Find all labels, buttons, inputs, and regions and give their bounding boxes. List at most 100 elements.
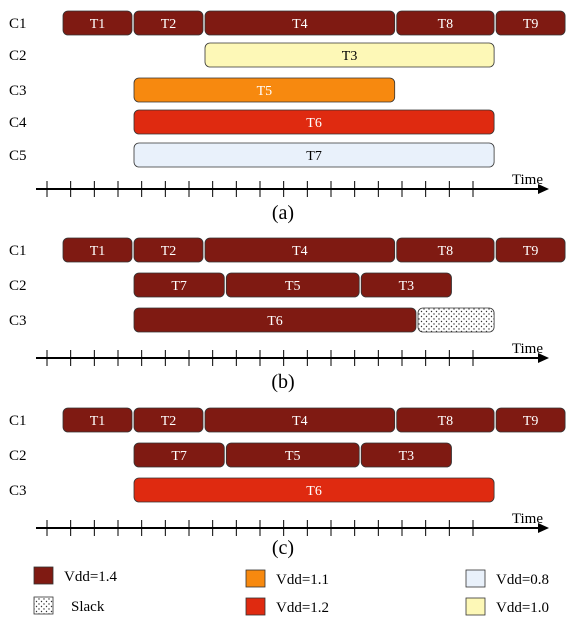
task-bar: T8: [396, 407, 495, 433]
task-label: T7: [171, 449, 187, 464]
legend-swatch: [33, 596, 54, 615]
panel-0: C1 T1 T2 T4 T8 T9 C2 T3 C3 T5 C4 T6 C5 T7 Time (a): [9, 10, 566, 224]
task-bar-rect: [396, 407, 495, 433]
legend-item-vdd-1-4: Vdd=1.4: [33, 566, 118, 585]
panels: C1 T1 T2 T4 T8 T9 C2 T3 C3 T5 C4 T6 C5 T7 Time (a) C1 T1 T…: [9, 10, 566, 559]
task-label: T6: [306, 484, 322, 499]
task-label: T3: [399, 449, 415, 464]
time-axis: Time: [36, 172, 549, 197]
task-label: T4: [292, 414, 308, 429]
legend: Vdd=1.4 Vdd=1.1 Vdd=0.8 Slack Vdd=1.2 Vdd=1.0: [33, 566, 549, 616]
panel-label: (b): [271, 371, 294, 393]
legend-item-vdd-1-1: Vdd=1.1: [245, 569, 329, 588]
task-bar-rect: [133, 109, 495, 135]
task-label: T4: [292, 17, 308, 32]
task-bar-rect: [225, 272, 360, 298]
task-label: T6: [267, 314, 283, 329]
task-bar: T1: [62, 10, 133, 36]
legend-label: Vdd=0.8: [496, 572, 549, 588]
legend-item-vdd-1-2: Vdd=1.2: [245, 597, 329, 616]
task-label: T1: [90, 244, 106, 259]
task-bar-rect: [204, 407, 396, 433]
legend-item-vdd-0-8: Vdd=0.8: [465, 569, 549, 588]
task-bar-rect: [133, 237, 204, 263]
task-bar-rect: [204, 237, 396, 263]
task-bar: T6: [133, 477, 495, 503]
task-bar: T9: [495, 407, 566, 433]
task-bar: T9: [495, 237, 566, 263]
task-bar-rect: [396, 237, 495, 263]
task-bar: T4: [204, 407, 396, 433]
task-bar: T9: [495, 10, 566, 36]
task-label: T5: [285, 449, 301, 464]
task-label: T5: [257, 84, 273, 99]
task-bar-rect: [133, 77, 396, 103]
task-label: T7: [306, 149, 322, 164]
legend-swatch: [465, 569, 486, 588]
task-bar-rect: [133, 142, 495, 168]
task-bar: T2: [133, 237, 204, 263]
task-bar-rect: [495, 10, 566, 36]
row-label: C3: [9, 83, 27, 99]
task-label: T3: [342, 49, 358, 64]
panel-1: C1 T1 T2 T4 T8 T9 C2 T7 T5 T3 C3 T6 Time (b): [9, 237, 566, 393]
task-bar: T2: [133, 407, 204, 433]
slack-block: [417, 307, 495, 333]
task-bar: T3: [360, 442, 452, 468]
task-label: T2: [161, 244, 177, 259]
time-axis: Time: [36, 341, 549, 366]
row-label: C3: [9, 483, 27, 499]
task-label: T3: [399, 279, 415, 294]
row-label: C1: [9, 243, 27, 259]
task-bar: T7: [133, 142, 495, 168]
task-bar: T5: [133, 77, 396, 103]
legend-swatch: [33, 566, 54, 585]
task-bar-rect: [360, 442, 452, 468]
task-label: T9: [523, 414, 539, 429]
task-bar-rect: [495, 407, 566, 433]
row-label: C2: [9, 278, 27, 294]
axis-label-time: Time: [512, 172, 543, 188]
task-label: T1: [90, 17, 106, 32]
legend-label: Vdd=1.4: [64, 569, 118, 585]
task-bar: T5: [225, 442, 360, 468]
task-bar-rect: [62, 237, 133, 263]
task-bar-rect: [62, 407, 133, 433]
row-label: C4: [9, 115, 27, 131]
task-bar: T4: [204, 237, 396, 263]
panel-label: (c): [272, 537, 294, 559]
task-bar-rect: [396, 10, 495, 36]
task-bar: T1: [62, 237, 133, 263]
row-label: C1: [9, 16, 27, 32]
axis-arrow-icon: [538, 184, 549, 194]
axis-label-time: Time: [512, 341, 543, 357]
task-bar: T7: [133, 442, 225, 468]
task-label: T6: [306, 116, 322, 131]
task-bar-rect: [133, 477, 495, 503]
task-bar-rect: [133, 407, 204, 433]
axis-arrow-icon: [538, 523, 549, 533]
task-label: T2: [161, 17, 177, 32]
task-bar: T6: [133, 109, 495, 135]
task-label: T4: [292, 244, 308, 259]
task-bar: T2: [133, 10, 204, 36]
task-label: T8: [438, 17, 454, 32]
task-bar-rect: [360, 272, 452, 298]
task-bar: T6: [133, 307, 417, 333]
task-bar-rect: [133, 442, 225, 468]
task-label: T7: [171, 279, 187, 294]
legend-swatch: [245, 597, 266, 616]
legend-label: Vdd=1.1: [276, 572, 329, 588]
task-bar-rect: [204, 10, 396, 36]
task-bar: T3: [360, 272, 452, 298]
task-bar: T7: [133, 272, 225, 298]
time-axis: Time: [36, 511, 549, 536]
task-label: T9: [523, 244, 539, 259]
task-label: T8: [438, 414, 454, 429]
row-label: C2: [9, 48, 27, 64]
task-bar-rect: [62, 10, 133, 36]
legend-swatch: [465, 597, 486, 616]
task-bar: T8: [396, 237, 495, 263]
